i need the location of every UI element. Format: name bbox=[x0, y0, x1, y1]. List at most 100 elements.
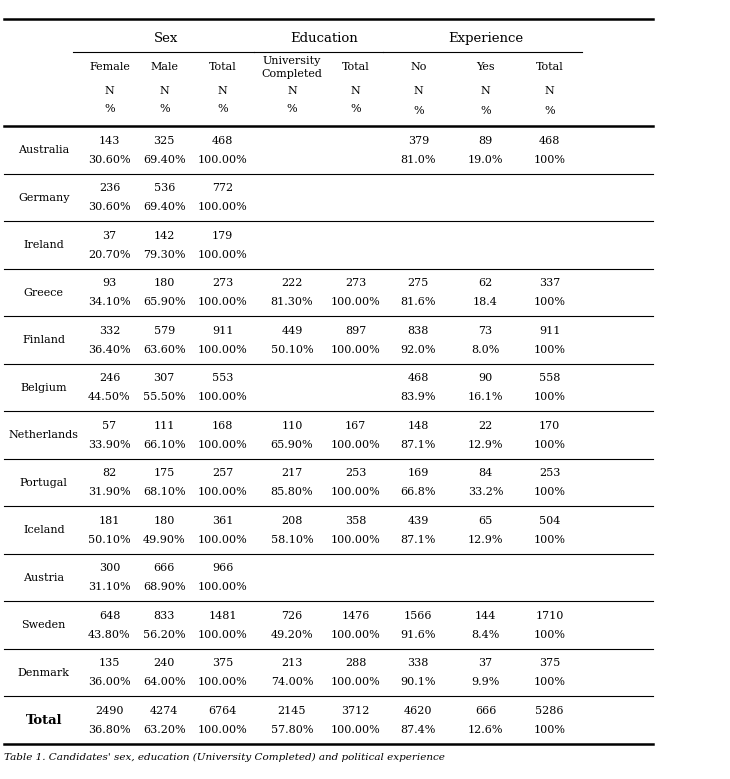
Text: 144: 144 bbox=[474, 611, 496, 621]
Text: 100%: 100% bbox=[534, 345, 566, 354]
Text: N: N bbox=[413, 86, 423, 97]
Text: 69.40%: 69.40% bbox=[143, 155, 185, 164]
Text: 100%: 100% bbox=[534, 487, 566, 497]
Text: 100%: 100% bbox=[534, 155, 566, 164]
Text: 100%: 100% bbox=[534, 392, 566, 402]
Text: 50.10%: 50.10% bbox=[88, 534, 131, 545]
Text: 50.10%: 50.10% bbox=[271, 345, 313, 354]
Text: 81.30%: 81.30% bbox=[271, 298, 313, 307]
Text: Yes: Yes bbox=[476, 62, 495, 72]
Text: 57.80%: 57.80% bbox=[271, 724, 313, 735]
Text: 18.4: 18.4 bbox=[473, 298, 498, 307]
Text: 63.20%: 63.20% bbox=[143, 724, 185, 735]
Text: N: N bbox=[104, 86, 115, 97]
Text: 69.40%: 69.40% bbox=[143, 203, 185, 212]
Text: 772: 772 bbox=[212, 183, 233, 193]
Text: 175: 175 bbox=[153, 468, 175, 478]
Text: 648: 648 bbox=[99, 611, 120, 621]
Text: 1566: 1566 bbox=[404, 611, 433, 621]
Text: 325: 325 bbox=[153, 136, 175, 146]
Text: 170: 170 bbox=[539, 421, 561, 431]
Text: N: N bbox=[159, 86, 169, 97]
Text: 92.0%: 92.0% bbox=[401, 345, 436, 354]
Text: %: % bbox=[218, 104, 228, 115]
Text: 82: 82 bbox=[102, 468, 117, 478]
Text: Total: Total bbox=[342, 62, 369, 72]
Text: 553: 553 bbox=[212, 373, 234, 383]
Text: 833: 833 bbox=[153, 611, 175, 621]
Text: 100.00%: 100.00% bbox=[331, 439, 380, 449]
Text: 179: 179 bbox=[212, 231, 234, 241]
Text: 468: 468 bbox=[407, 373, 429, 383]
Text: %: % bbox=[413, 107, 423, 117]
Text: %: % bbox=[545, 107, 555, 117]
Text: 100.00%: 100.00% bbox=[331, 677, 380, 687]
Text: 273: 273 bbox=[345, 278, 366, 288]
Text: Table 1. Candidates' sex, education (University Completed) and political experie: Table 1. Candidates' sex, education (Uni… bbox=[4, 753, 445, 763]
Text: 100.00%: 100.00% bbox=[198, 677, 247, 687]
Text: 1710: 1710 bbox=[536, 611, 564, 621]
Text: 726: 726 bbox=[281, 611, 303, 621]
Text: N: N bbox=[480, 86, 491, 97]
Text: %: % bbox=[350, 104, 361, 115]
Text: University
Completed: University Completed bbox=[261, 56, 323, 79]
Text: 4274: 4274 bbox=[150, 706, 178, 716]
Text: 1481: 1481 bbox=[208, 611, 237, 621]
Text: 3712: 3712 bbox=[342, 706, 369, 716]
Text: 361: 361 bbox=[212, 516, 234, 526]
Text: 30.60%: 30.60% bbox=[88, 203, 131, 212]
Text: 240: 240 bbox=[153, 658, 175, 668]
Text: 536: 536 bbox=[153, 183, 175, 193]
Text: 100.00%: 100.00% bbox=[198, 629, 247, 640]
Text: 100%: 100% bbox=[534, 724, 566, 735]
Text: 79.30%: 79.30% bbox=[143, 250, 185, 259]
Text: 100%: 100% bbox=[534, 629, 566, 640]
Text: 31.90%: 31.90% bbox=[88, 487, 131, 497]
Text: 100.00%: 100.00% bbox=[198, 439, 247, 449]
Text: 90.1%: 90.1% bbox=[401, 677, 436, 687]
Text: %: % bbox=[104, 104, 115, 115]
Text: 22: 22 bbox=[478, 421, 493, 431]
Text: 100.00%: 100.00% bbox=[198, 724, 247, 735]
Text: 100%: 100% bbox=[534, 677, 566, 687]
Text: 66.10%: 66.10% bbox=[143, 439, 185, 449]
Text: N: N bbox=[545, 86, 555, 97]
Text: 68.10%: 68.10% bbox=[143, 487, 185, 497]
Text: 36.80%: 36.80% bbox=[88, 724, 131, 735]
Text: 43.80%: 43.80% bbox=[88, 629, 131, 640]
Text: 87.1%: 87.1% bbox=[401, 534, 436, 545]
Text: 100.00%: 100.00% bbox=[331, 724, 380, 735]
Text: 168: 168 bbox=[212, 421, 234, 431]
Text: 332: 332 bbox=[99, 326, 120, 336]
Text: Total: Total bbox=[26, 714, 62, 727]
Text: 307: 307 bbox=[153, 373, 175, 383]
Text: 5286: 5286 bbox=[535, 706, 564, 716]
Text: 180: 180 bbox=[153, 278, 175, 288]
Text: 100.00%: 100.00% bbox=[331, 298, 380, 307]
Text: 65.90%: 65.90% bbox=[271, 439, 313, 449]
Text: 468: 468 bbox=[539, 136, 561, 146]
Text: 49.90%: 49.90% bbox=[143, 534, 185, 545]
Text: 100.00%: 100.00% bbox=[331, 534, 380, 545]
Text: Belgium: Belgium bbox=[20, 382, 67, 393]
Text: 143: 143 bbox=[99, 136, 120, 146]
Text: 236: 236 bbox=[99, 183, 120, 193]
Text: 100%: 100% bbox=[534, 298, 566, 307]
Text: 16.1%: 16.1% bbox=[468, 392, 503, 402]
Text: 169: 169 bbox=[407, 468, 429, 478]
Text: 100.00%: 100.00% bbox=[198, 345, 247, 354]
Text: 100.00%: 100.00% bbox=[198, 582, 247, 592]
Text: 100.00%: 100.00% bbox=[198, 487, 247, 497]
Text: %: % bbox=[480, 107, 491, 117]
Text: N: N bbox=[218, 86, 228, 97]
Text: 93: 93 bbox=[102, 278, 117, 288]
Text: 449: 449 bbox=[281, 326, 303, 336]
Text: 911: 911 bbox=[539, 326, 561, 336]
Text: Netherlands: Netherlands bbox=[9, 430, 79, 440]
Text: 111: 111 bbox=[153, 421, 175, 431]
Text: No: No bbox=[410, 62, 426, 72]
Text: 217: 217 bbox=[281, 468, 303, 478]
Text: 208: 208 bbox=[281, 516, 303, 526]
Text: 58.10%: 58.10% bbox=[271, 534, 313, 545]
Text: 100.00%: 100.00% bbox=[198, 298, 247, 307]
